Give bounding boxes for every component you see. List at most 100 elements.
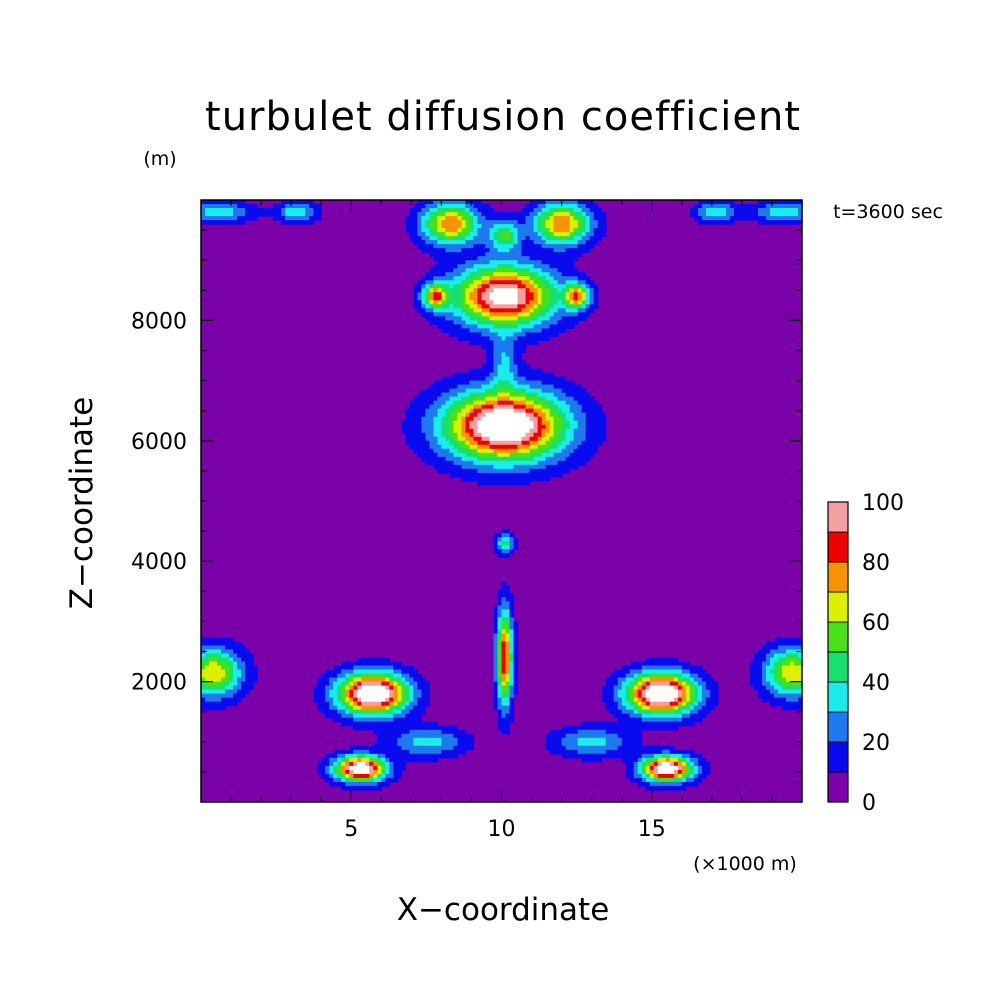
- contour-cell: [301, 204, 306, 209]
- contour-cell: [469, 324, 475, 330]
- contour-cell: [489, 356, 495, 362]
- contour-cell: [577, 204, 583, 209]
- contour-cell: [541, 208, 547, 213]
- contour-cell: [769, 220, 775, 225]
- contour-cell: [545, 460, 551, 466]
- contour-cell: [517, 380, 523, 386]
- contour-cell: [273, 208, 278, 213]
- contour-cell: [541, 264, 547, 269]
- contour-cell: [553, 232, 559, 237]
- contour-cell: [457, 212, 463, 217]
- contour-cell: [501, 432, 507, 438]
- contour-cell: [473, 460, 479, 466]
- contour-cell: [461, 440, 467, 446]
- contour-cell: [461, 308, 467, 313]
- contour-cell: [669, 677, 675, 683]
- contour-cell: [433, 448, 438, 454]
- contour-cell: [389, 737, 394, 743]
- contour-cell: [373, 665, 378, 671]
- contour-cell: [685, 697, 691, 703]
- contour-cell: [565, 452, 571, 458]
- contour-cell: [481, 344, 487, 350]
- contour-cell: [449, 376, 455, 382]
- contour-cell: [585, 200, 591, 205]
- contour-cell: [617, 709, 623, 715]
- contour-cell: [561, 208, 567, 213]
- contour-cell: [213, 705, 218, 711]
- contour-cell: [545, 308, 551, 313]
- contour-cell: [429, 733, 434, 739]
- contour-cell: [401, 745, 406, 751]
- contour-cell: [541, 380, 547, 386]
- contour-cell: [561, 753, 567, 759]
- contour-cell: [249, 673, 254, 679]
- contour-cell: [477, 468, 483, 474]
- contour-cell: [413, 396, 418, 402]
- contour-cell: [621, 717, 627, 723]
- contour-cell: [277, 216, 282, 221]
- contour-cell: [513, 300, 519, 305]
- contour-cell: [545, 440, 551, 446]
- contour-cell: [205, 685, 210, 691]
- contour-cell: [577, 404, 583, 410]
- contour-cell: [469, 204, 475, 209]
- contour-cell: [577, 208, 583, 213]
- contour-cell: [549, 292, 555, 297]
- contour-cell: [457, 436, 463, 442]
- contour-cell: [769, 677, 775, 683]
- contour-cell: [517, 324, 523, 330]
- contour-cell: [785, 645, 791, 651]
- contour-cell: [657, 757, 663, 763]
- contour-cell: [677, 673, 683, 679]
- contour-cell: [485, 340, 491, 346]
- contour-cell: [573, 745, 579, 751]
- contour-cell: [565, 392, 571, 398]
- contour-cell: [221, 669, 226, 675]
- contour-cell: [489, 400, 495, 406]
- contour-cell: [785, 701, 791, 707]
- contour-cell: [509, 701, 515, 707]
- contour-cell: [497, 621, 503, 627]
- contour-cell: [397, 749, 402, 755]
- contour-cell: [597, 416, 603, 422]
- contour-cell: [469, 228, 475, 233]
- contour-cell: [429, 432, 434, 438]
- contour-cell: [665, 673, 671, 679]
- contour-cell: [729, 204, 735, 209]
- contour-cell: [485, 456, 491, 462]
- contour-cell: [773, 685, 779, 691]
- contour-cell: [545, 412, 551, 418]
- contour-cell: [509, 444, 515, 450]
- contour-cell: [545, 216, 551, 221]
- contour-cell: [421, 408, 426, 414]
- contour-cell: [241, 689, 246, 695]
- contour-cell: [497, 645, 503, 651]
- contour-cell: [625, 677, 631, 683]
- contour-cell: [525, 240, 531, 245]
- contour-cell: [641, 713, 647, 719]
- contour-cell: [437, 388, 442, 394]
- contour-cell: [765, 220, 771, 225]
- contour-cell: [701, 673, 707, 679]
- contour-cell: [565, 304, 571, 309]
- contour-cell: [521, 240, 527, 245]
- contour-cell: [209, 669, 214, 675]
- contour-cell: [529, 440, 535, 446]
- contour-cell: [477, 224, 483, 229]
- contour-cell: [585, 296, 591, 301]
- contour-cell: [457, 244, 463, 249]
- contour-cell: [573, 236, 579, 241]
- contour-cell: [689, 761, 695, 767]
- contour-cell: [465, 200, 471, 205]
- contour-cell: [509, 541, 515, 546]
- contour-cell: [445, 216, 451, 221]
- contour-cell: [557, 240, 563, 245]
- contour-cell: [633, 761, 639, 767]
- contour-cell: [509, 424, 515, 430]
- contour-cell: [485, 312, 491, 317]
- contour-cell: [401, 697, 406, 703]
- contour-cell: [501, 440, 507, 446]
- contour-cell: [549, 268, 555, 273]
- contour-cell: [629, 681, 635, 687]
- contour-cell: [573, 312, 579, 317]
